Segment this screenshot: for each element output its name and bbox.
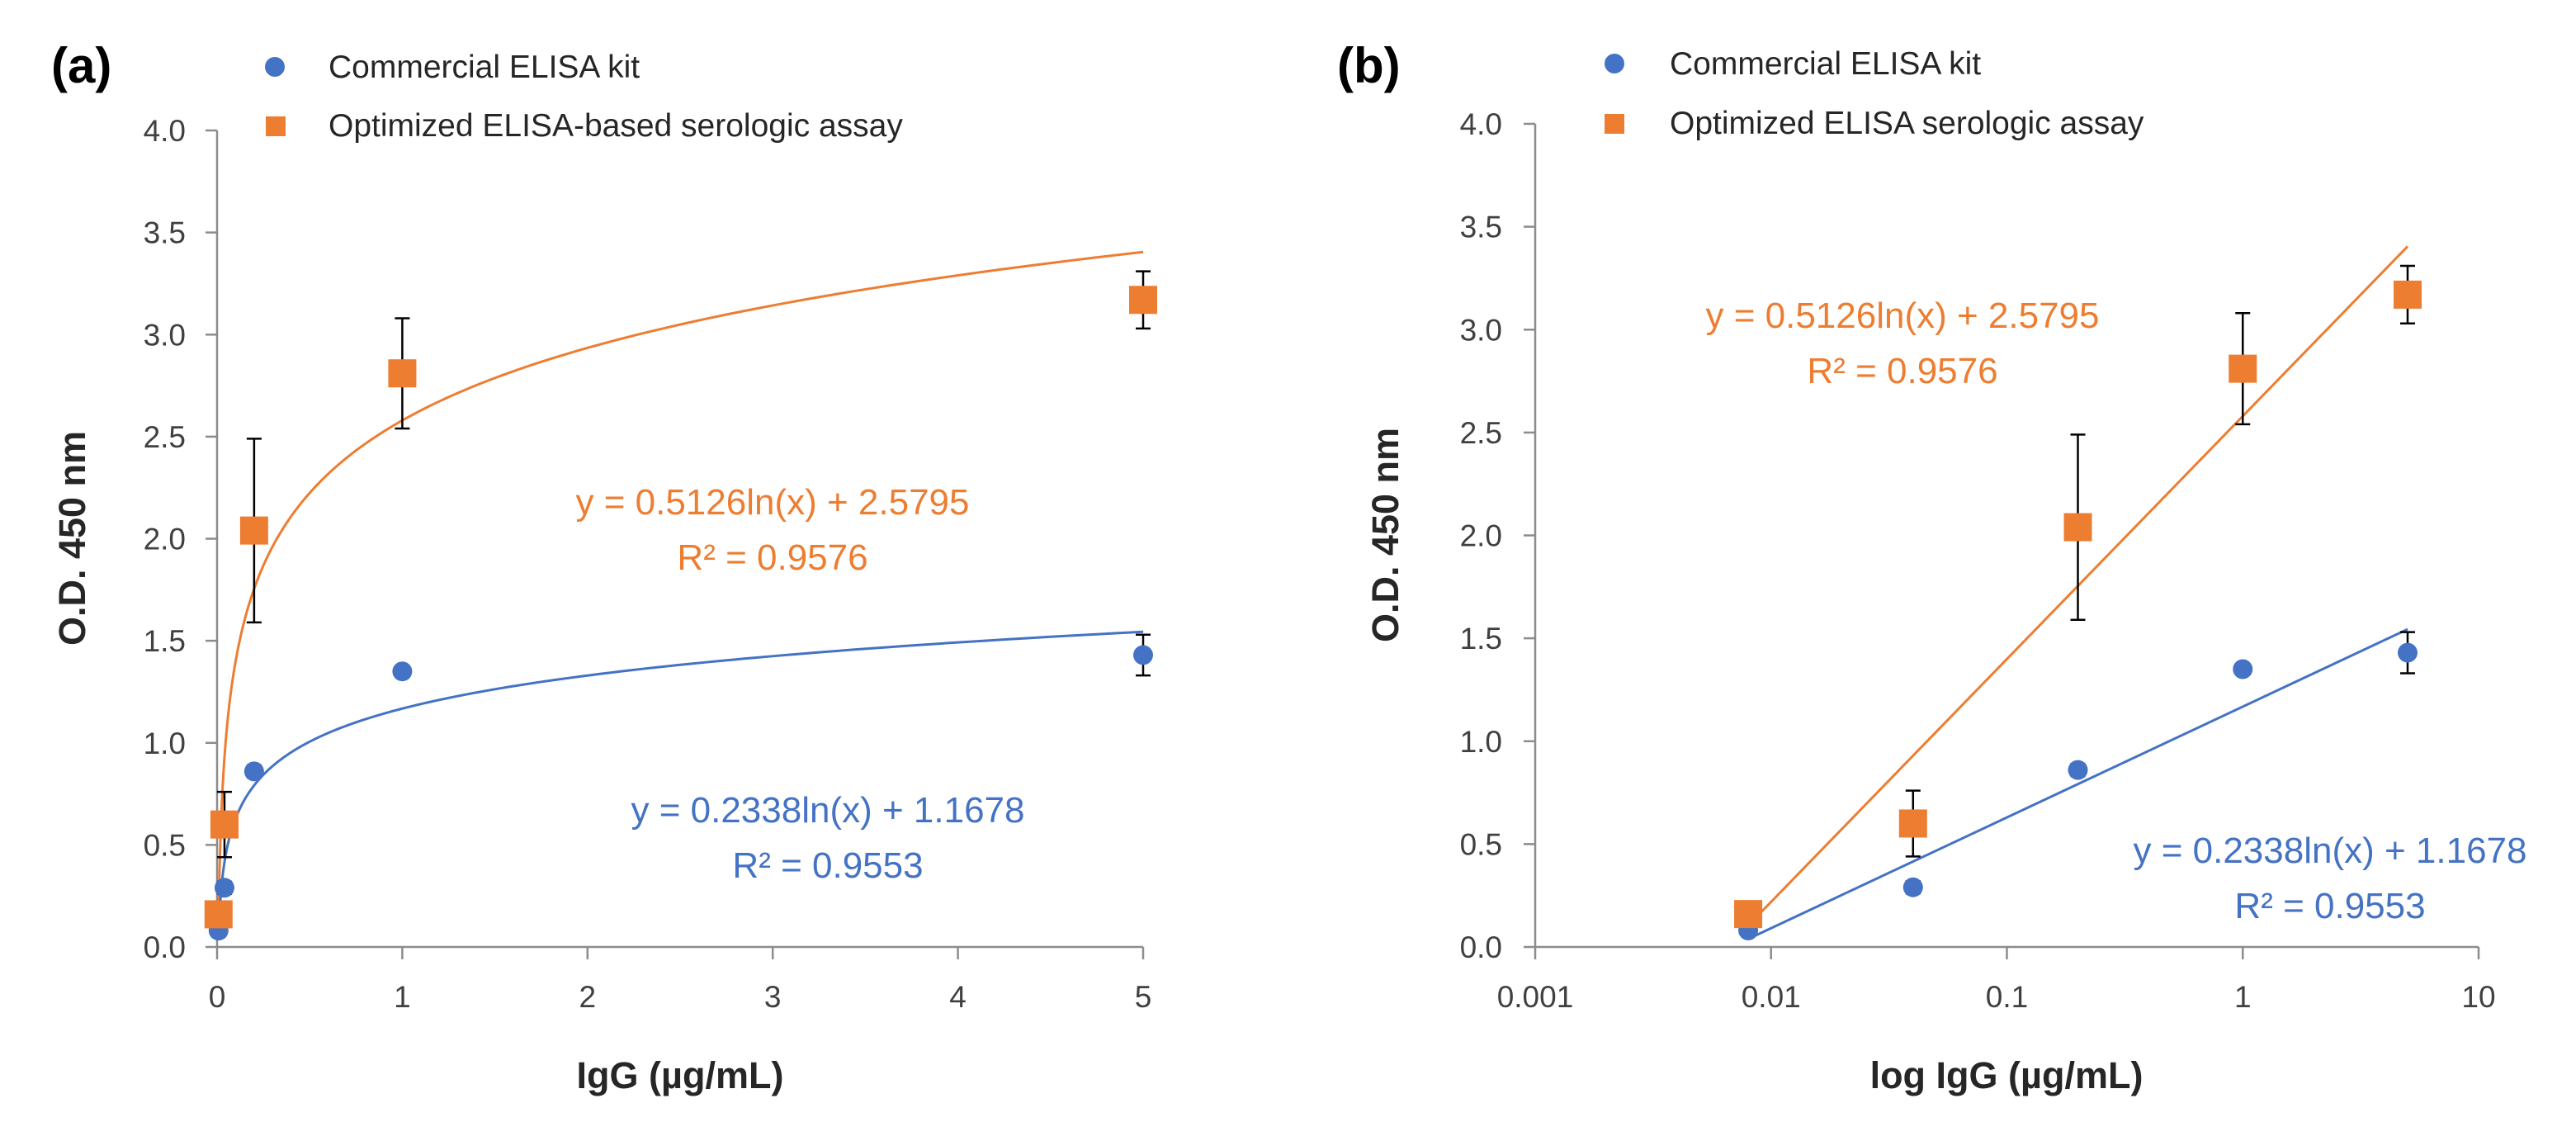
panel-a-x-tick-label: 2 [579,980,597,1014]
panel-a-point-optimized [1129,286,1157,315]
panel-b-legend-optimized: Optimized ELISA serologic assay [1670,106,2144,141]
panel-a-point-optimized [204,900,233,929]
panel-b-y-tick-label: 1.0 [1460,725,1502,759]
panel-b-point-commercial [2068,760,2088,780]
panel-b-x-ticks [1534,947,2480,959]
panel-b-r2-commercial: R² = 0.9553 [2234,886,2425,926]
panel-a-y-tick-label: 0.0 [144,930,186,964]
panel-b-x-axis-title: log IgG (µg/mL) [1870,1054,2144,1096]
panel-b-point-optimized [2393,280,2422,309]
panel-a-y-ticks [206,129,217,949]
panel-b-y-ticks [1524,122,1535,949]
panel-a-y-tick-label: 3.5 [144,216,186,250]
panel-a-y-tick-label: 1.0 [144,727,186,760]
panel-b-point-optimized [2229,354,2257,383]
panel-b-label: (b) [1337,38,1401,93]
panel-a-y-axis-title: O.D. 450 nm [51,431,93,646]
panel-a-r2-commercial: R² = 0.9553 [732,845,923,886]
panel-a-label: (a) [51,38,111,93]
panel-b-x-tick-label: 10 [2461,980,2495,1014]
panel-b-y-tick-label: 3.0 [1460,313,1502,347]
panel-a-x-tick-label: 1 [394,980,411,1014]
panel-a-x-axis-title: IgG (µg/mL) [577,1054,784,1096]
panel-b-data-marks [1734,264,2422,941]
panel-b-x-tick-label: 0.01 [1742,980,1801,1014]
panel-b-legend-marker-commercial [1605,54,1624,73]
panel-b-equation-commercial: y = 0.2338ln(x) + 1.1678 [2134,831,2527,871]
panel-a-point-commercial [1133,645,1153,665]
panel-a-point-commercial [392,661,413,682]
panel-b-y-tick-label: 0.0 [1460,930,1502,964]
panel-b-y-tick-label: 3.5 [1460,211,1502,244]
panel-b-point-commercial [2233,659,2253,679]
panel-b-y-tick-label: 4.0 [1460,107,1502,141]
panel-a-trendline-commercial [217,630,1144,940]
panel-b-legend-marker-optimized [1605,114,1624,134]
panel-b-y-tick-label: 2.5 [1460,416,1502,450]
panel-a-point-commercial [214,878,234,898]
panel-b-y-tick-labels: 0.0 0.5 1.0 1.5 2.0 2.5 3.0 3.5 4.0 [1460,107,1502,964]
panel-a-legend-optimized: Optimized ELISA-based serologic assay [328,108,903,144]
panel-a-x-tick-label: 3 [764,980,782,1014]
panel-b-y-tick-label: 2.0 [1460,519,1502,553]
panel-a-point-commercial [243,761,264,782]
panel-a-legend-marker-optimized [266,116,286,136]
panel-a-legend-marker-commercial [265,57,285,77]
panel-a-equation-commercial: y = 0.2338ln(x) + 1.1678 [631,790,1025,831]
panel-b-equation-optimized: y = 0.5126ln(x) + 2.5795 [1706,296,2100,336]
panel-a-equation-optimized: y = 0.5126ln(x) + 2.5795 [576,482,970,523]
panel-a-x-tick-labels: 0 1 2 3 4 5 [209,980,1152,1014]
panel-a-y-tick-label: 3.0 [144,318,186,352]
panel-a-x-tick-label: 5 [1135,980,1152,1014]
panel-a-y-tick-label: 2.0 [144,523,186,556]
panel-a-y-tick-label: 4.0 [144,114,186,148]
panel-b-point-optimized [1898,809,1927,838]
panel-b-point-optimized [2063,513,2092,542]
panel-b-point-commercial [1902,877,1923,897]
panel-a-y-tick-label: 0.5 [144,828,186,862]
panel-b-legend-commercial: Commercial ELISA kit [1670,46,1981,82]
panel-b-x-tick-label: 0.001 [1497,980,1574,1014]
panel-b-point-commercial [2397,642,2418,663]
panel-b-point-optimized [1734,900,1763,929]
panel-a-point-optimized [239,516,268,545]
panel-b-y-axis-title: O.D. 450 nm [1364,428,1406,642]
panel-b: (b) Commercial ELISA kit Optimized ELISA… [1337,38,2527,1096]
panel-a-r2-optimized: R² = 0.9576 [677,537,867,578]
panel-b-x-tick-labels: 0.001 0.01 0.1 1 10 [1497,980,2496,1014]
panel-a-x-tick-label: 4 [949,980,967,1014]
panel-a-y-tick-label: 1.5 [144,624,186,658]
panel-a-legend-commercial: Commercial ELISA kit [328,50,640,85]
panel-a-x-tick-label: 0 [209,980,226,1014]
panel-a-point-optimized [210,810,239,839]
panel-a-point-optimized [388,359,417,388]
panel-a-data-marks [204,270,1157,941]
panel-b-r2-optimized: R² = 0.9576 [1807,351,1997,391]
panel-a-x-ticks [215,947,1145,959]
panel-a-y-tick-labels: 0.0 0.5 1.0 1.5 2.0 2.5 3.0 3.5 4.0 [144,114,186,964]
panel-b-y-tick-label: 0.5 [1460,827,1502,861]
panel-a-y-tick-label: 2.5 [144,420,186,454]
panel-a: (a) Commercial ELISA kit Optimized ELISA… [51,38,1157,1096]
panel-b-trendline-commercial [1747,627,2408,940]
panel-b-x-tick-label: 0.1 [1986,980,2028,1014]
panel-b-y-tick-label: 1.5 [1460,622,1502,656]
panel-b-x-tick-label: 1 [2234,980,2252,1014]
